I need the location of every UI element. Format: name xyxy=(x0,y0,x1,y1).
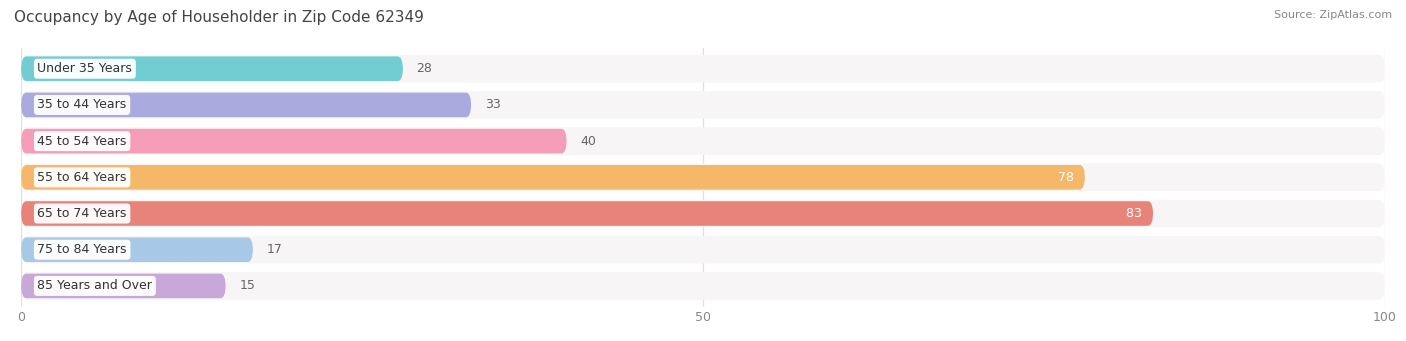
Text: Occupancy by Age of Householder in Zip Code 62349: Occupancy by Age of Householder in Zip C… xyxy=(14,10,425,25)
FancyBboxPatch shape xyxy=(21,128,1385,155)
Text: 28: 28 xyxy=(416,62,433,75)
FancyBboxPatch shape xyxy=(21,165,1085,190)
FancyBboxPatch shape xyxy=(21,201,1153,226)
FancyBboxPatch shape xyxy=(21,56,404,81)
FancyBboxPatch shape xyxy=(21,91,1385,119)
FancyBboxPatch shape xyxy=(21,93,471,117)
FancyBboxPatch shape xyxy=(21,236,1385,264)
Text: 17: 17 xyxy=(267,243,283,256)
Text: 65 to 74 Years: 65 to 74 Years xyxy=(38,207,127,220)
Text: 45 to 54 Years: 45 to 54 Years xyxy=(38,135,127,148)
Text: 75 to 84 Years: 75 to 84 Years xyxy=(38,243,127,256)
Text: Under 35 Years: Under 35 Years xyxy=(38,62,132,75)
Text: 78: 78 xyxy=(1054,171,1078,184)
FancyBboxPatch shape xyxy=(21,129,567,153)
Text: 15: 15 xyxy=(239,279,254,292)
FancyBboxPatch shape xyxy=(21,55,1385,83)
FancyBboxPatch shape xyxy=(21,164,1385,191)
FancyBboxPatch shape xyxy=(21,237,253,262)
FancyBboxPatch shape xyxy=(21,200,1385,227)
Text: Source: ZipAtlas.com: Source: ZipAtlas.com xyxy=(1274,10,1392,20)
Text: 55 to 64 Years: 55 to 64 Years xyxy=(38,171,127,184)
Text: 35 to 44 Years: 35 to 44 Years xyxy=(38,99,127,112)
FancyBboxPatch shape xyxy=(21,273,225,298)
Text: 33: 33 xyxy=(485,99,501,112)
Text: 85 Years and Over: 85 Years and Over xyxy=(38,279,152,292)
Text: 83: 83 xyxy=(1122,207,1146,220)
FancyBboxPatch shape xyxy=(21,272,1385,300)
Text: 40: 40 xyxy=(581,135,596,148)
